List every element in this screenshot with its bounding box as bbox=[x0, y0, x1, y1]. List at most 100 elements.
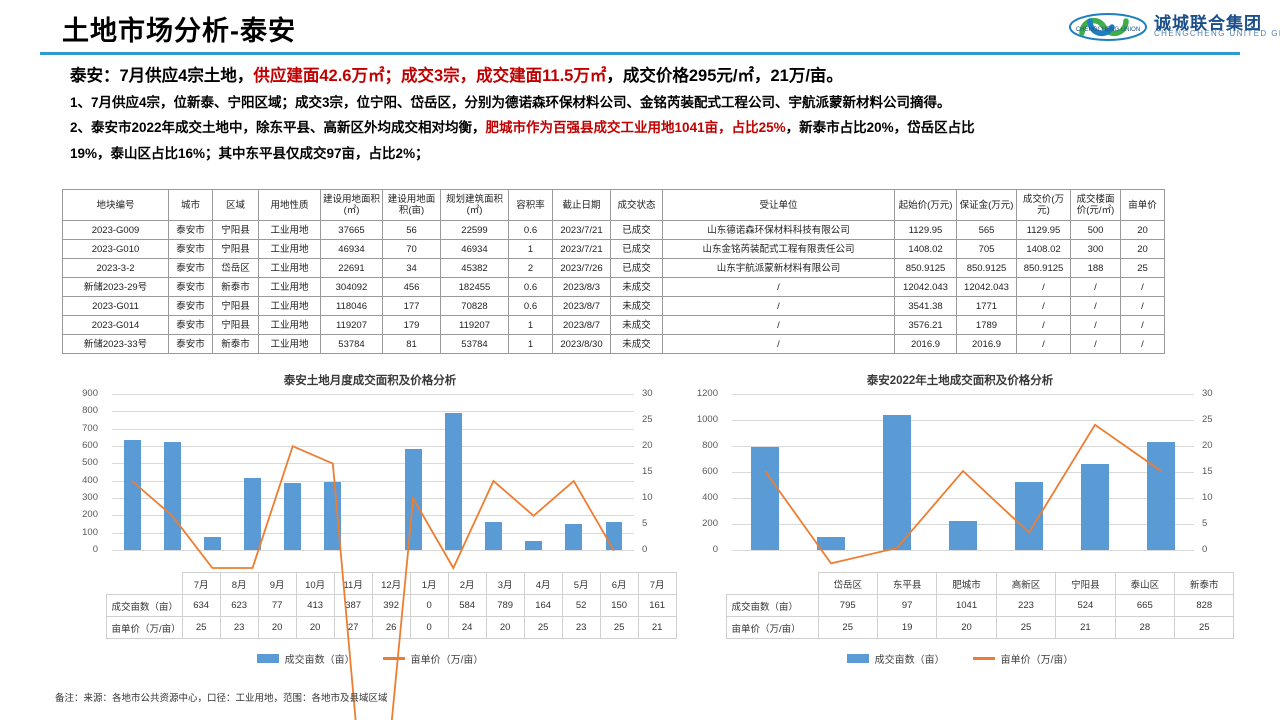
headline-highlight: 供应建面42.6万㎡；成交3宗，成交建面11.5万㎡ bbox=[253, 67, 607, 85]
table-cell: 2016.9 bbox=[894, 334, 957, 354]
table-row: 2023-G009 泰安市 宁阳县 工业用地 37665 56 22599 0.6 2023/7… bbox=[62, 220, 1165, 240]
table-cell: 81 bbox=[382, 334, 441, 354]
table-cell: 119207 bbox=[440, 315, 509, 335]
table-cell: 1129.95 bbox=[894, 220, 957, 240]
y-tick-label: 200 bbox=[82, 509, 98, 521]
table-cell: 1 bbox=[508, 315, 553, 335]
y2-tick-label: 5 bbox=[642, 518, 648, 529]
gridline bbox=[112, 411, 634, 413]
bar bbox=[485, 521, 502, 550]
chart-table-row: 成交亩数（亩） 795 97 1041 223 524 665 828 bbox=[680, 594, 1235, 617]
chart-monthly-plotarea bbox=[112, 394, 634, 550]
bar-slot bbox=[514, 394, 554, 550]
series-value-cell: 0 bbox=[409, 616, 449, 639]
table-cell: 45382 bbox=[440, 258, 509, 278]
bar bbox=[1081, 463, 1109, 550]
gridline bbox=[112, 550, 634, 551]
y-tick-label: 500 bbox=[82, 457, 98, 469]
table-cell: 岱岳区 bbox=[212, 258, 259, 278]
page-title: 土地市场分析-泰安 bbox=[62, 16, 296, 46]
legend-item-line: 亩单价（万/亩） bbox=[972, 651, 1073, 666]
table-cell: 泰安市 bbox=[168, 239, 213, 259]
table-cell: 22599 bbox=[440, 220, 509, 240]
series-value-cell: 20 bbox=[485, 616, 525, 639]
y2-tick-label: 15 bbox=[642, 466, 653, 477]
table-cell: 未成交 bbox=[610, 315, 663, 335]
bar-slot bbox=[112, 394, 152, 550]
spacer-cell bbox=[60, 617, 106, 639]
bar bbox=[203, 536, 221, 550]
y-tick-label: 400 bbox=[702, 492, 718, 503]
table-cell: 300 bbox=[1070, 239, 1121, 259]
table-cell: 850.9125 bbox=[1016, 258, 1071, 278]
table-cell: 119207 bbox=[320, 315, 383, 335]
table-cell: / bbox=[662, 334, 895, 354]
legend-item-bar: 成交亩数（亩） bbox=[256, 651, 355, 666]
table-cell: 新泰市 bbox=[212, 334, 259, 354]
chart-monthly-yaxis-right: 0 5 10 15 20 25 30 bbox=[636, 389, 680, 555]
table-cell: 2023-G010 bbox=[62, 239, 169, 259]
table-cell: 工业用地 bbox=[258, 220, 321, 240]
series-row-label: 亩单价（万/亩） bbox=[105, 616, 183, 639]
bar-slot bbox=[313, 394, 353, 550]
table-cell: 1 bbox=[508, 334, 553, 354]
gridline bbox=[112, 463, 634, 465]
summary-point-1: 1、7月供应4宗，位新泰、宁阳区域；成交3宗，位宁阳、岱岳区，分别为德诺森环保材… bbox=[70, 95, 951, 110]
table-cell: / bbox=[1016, 277, 1071, 297]
table-col-header-0: 地块编号 bbox=[62, 189, 169, 221]
bar bbox=[817, 537, 845, 550]
table-cell: 宁阳县 bbox=[212, 239, 259, 259]
table-cell: 1408.02 bbox=[1016, 239, 1071, 259]
series-value-cell: 25 bbox=[1174, 616, 1235, 639]
table-cell: 37665 bbox=[320, 220, 383, 240]
spacer-cell bbox=[680, 617, 726, 639]
series-value-cell: 25 bbox=[599, 616, 639, 639]
spacer-cell bbox=[680, 573, 726, 595]
table-cell: / bbox=[1120, 334, 1165, 354]
table-cell: 泰安市 bbox=[168, 334, 213, 354]
y2-tick-label: 0 bbox=[1202, 544, 1208, 555]
table-cell: 2023/7/26 bbox=[552, 258, 611, 278]
table-cell: 工业用地 bbox=[258, 296, 321, 316]
legend-bar-label: 成交亩数（亩） bbox=[874, 655, 945, 666]
legend-bar-swatch-icon bbox=[256, 654, 279, 663]
table-cell: 2023/8/7 bbox=[552, 315, 611, 335]
table-cell: 0.6 bbox=[508, 220, 553, 240]
y-tick-label: 800 bbox=[702, 440, 718, 451]
table-cell: 未成交 bbox=[610, 277, 663, 297]
y-tick-label: 200 bbox=[702, 518, 718, 529]
table-col-header-12: 保证金(万元) bbox=[956, 189, 1017, 221]
bar bbox=[324, 482, 342, 550]
y-tick-label: 800 bbox=[82, 405, 98, 417]
chart-yearly-legend: 成交亩数（亩） 亩单价（万/亩） bbox=[680, 651, 1240, 666]
table-cell: 泰安市 bbox=[168, 220, 213, 240]
table-col-header-5: 建设用地面积(亩) bbox=[382, 189, 441, 221]
bar-slot bbox=[864, 394, 930, 550]
table-cell: 3541.38 bbox=[894, 296, 957, 316]
table-cell: 20 bbox=[1120, 220, 1165, 240]
table-cell: 53784 bbox=[440, 334, 509, 354]
legend-line-swatch-icon bbox=[382, 657, 405, 660]
category-header: 7月 bbox=[637, 572, 677, 595]
bar bbox=[525, 541, 543, 550]
gridline bbox=[112, 532, 634, 534]
table-cell: 工业用地 bbox=[258, 334, 321, 354]
legend-bar-label: 成交亩数（亩） bbox=[284, 655, 355, 666]
chart-monthly-yaxis-left: 0 100 200 300 400 500 600 700 800 900 bbox=[60, 389, 104, 555]
y2-tick-label: 25 bbox=[642, 414, 653, 425]
y-tick-label: 1200 bbox=[696, 388, 718, 399]
table-cell: 12042.043 bbox=[956, 277, 1017, 297]
y2-tick-label: 20 bbox=[1202, 440, 1213, 451]
table-header-row: 地块编号 城市 区域 用地性质 建设用地面积(㎡) 建设用地面积(亩) 规划建筑面积(㎡) 容… bbox=[62, 189, 1165, 221]
chart-yearly-line bbox=[732, 394, 1194, 720]
series-value-cell: 161 bbox=[637, 594, 677, 617]
table-cell: 0.6 bbox=[508, 277, 553, 297]
table-cell: 56 bbox=[382, 220, 441, 240]
series-value-cell: 25 bbox=[181, 616, 221, 639]
table-row: 2023-G014 泰安市 宁阳县 工业用地 119207 179 119207 1 2023/… bbox=[62, 315, 1165, 335]
point2-part3: ，新泰市占比20%，岱岳区占比 bbox=[785, 120, 975, 135]
table-col-header-10: 受让单位 bbox=[662, 189, 895, 221]
logo-mark-text: CHENGCHENG UNION bbox=[1076, 27, 1140, 33]
table-cell: 2023-G014 bbox=[62, 315, 169, 335]
table-col-header-7: 容积率 bbox=[508, 189, 553, 221]
